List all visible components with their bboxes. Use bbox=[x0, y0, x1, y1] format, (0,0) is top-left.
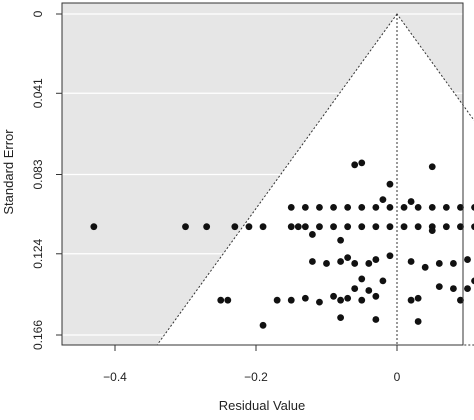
data-point bbox=[471, 277, 474, 285]
data-point bbox=[358, 275, 366, 283]
data-point bbox=[301, 294, 309, 302]
data-point bbox=[294, 223, 302, 231]
y-axis-label: Standard Error bbox=[1, 129, 16, 215]
data-point bbox=[358, 296, 366, 304]
y-tick-label: 0 bbox=[31, 10, 45, 17]
data-point bbox=[471, 204, 474, 211]
data-point bbox=[365, 287, 373, 294]
data-point bbox=[386, 203, 394, 211]
data-point bbox=[372, 316, 380, 323]
data-point bbox=[421, 263, 429, 271]
data-point bbox=[400, 203, 408, 211]
data-point bbox=[301, 223, 309, 231]
data-point bbox=[457, 203, 464, 211]
data-point bbox=[224, 296, 232, 304]
data-point bbox=[407, 296, 415, 304]
data-point bbox=[464, 285, 471, 292]
x-axis-label: Residual Value bbox=[219, 398, 305, 413]
data-point bbox=[259, 223, 267, 231]
data-point bbox=[442, 203, 450, 211]
data-point bbox=[217, 296, 225, 304]
data-point bbox=[330, 223, 337, 231]
data-point bbox=[400, 223, 408, 231]
data-point bbox=[372, 292, 380, 300]
data-point bbox=[330, 292, 337, 300]
data-point bbox=[457, 223, 464, 231]
data-point bbox=[337, 314, 344, 321]
data-point bbox=[414, 223, 422, 231]
x-tick-label: −0.4 bbox=[103, 370, 127, 384]
data-point bbox=[323, 260, 330, 267]
data-point bbox=[464, 256, 471, 263]
data-point bbox=[358, 203, 366, 211]
data-point bbox=[287, 296, 295, 304]
data-point bbox=[330, 203, 337, 211]
data-point bbox=[203, 223, 211, 231]
data-point bbox=[231, 223, 239, 231]
data-point bbox=[414, 203, 422, 211]
data-point bbox=[301, 203, 309, 211]
data-point bbox=[316, 223, 323, 231]
y-tick-label: 0.041 bbox=[31, 78, 45, 108]
x-tick-label: −0.2 bbox=[244, 370, 268, 384]
data-point bbox=[344, 294, 352, 302]
data-point bbox=[450, 285, 457, 292]
x-axis: −0.4−0.200.20.40.6 bbox=[103, 345, 401, 384]
data-point bbox=[273, 296, 281, 304]
data-point bbox=[372, 203, 380, 211]
data-point bbox=[337, 296, 344, 304]
data-point bbox=[351, 285, 359, 292]
data-point bbox=[316, 298, 323, 306]
data-point bbox=[351, 260, 359, 267]
data-point bbox=[372, 223, 380, 231]
data-point bbox=[428, 227, 436, 234]
data-point bbox=[337, 236, 344, 244]
data-points bbox=[90, 159, 474, 329]
y-axis: 0 0.041 0.083 0.124 0.166 bbox=[31, 10, 62, 350]
data-point bbox=[90, 223, 98, 231]
data-point bbox=[309, 258, 316, 265]
data-point bbox=[450, 260, 457, 267]
data-point bbox=[358, 223, 366, 231]
data-point bbox=[414, 318, 422, 325]
data-point bbox=[457, 296, 464, 304]
data-point bbox=[365, 260, 373, 267]
data-point bbox=[259, 321, 267, 329]
data-point bbox=[442, 223, 450, 231]
data-point bbox=[182, 223, 189, 231]
data-point bbox=[358, 159, 366, 167]
data-point bbox=[287, 203, 295, 211]
data-point bbox=[372, 256, 380, 263]
y-tick-label: 0.124 bbox=[31, 238, 45, 268]
y-tick-label: 0.166 bbox=[31, 320, 45, 350]
data-point bbox=[414, 294, 422, 302]
data-point bbox=[287, 223, 295, 231]
data-point bbox=[316, 203, 323, 211]
data-point bbox=[344, 254, 352, 262]
data-point bbox=[344, 203, 352, 211]
x-tick-label: 0 bbox=[394, 370, 401, 384]
data-point bbox=[428, 203, 436, 211]
data-point bbox=[471, 223, 474, 231]
data-point bbox=[379, 277, 387, 285]
data-point bbox=[407, 198, 415, 205]
data-point bbox=[337, 258, 344, 265]
data-point bbox=[245, 223, 253, 231]
data-point bbox=[435, 260, 443, 267]
data-point bbox=[407, 258, 415, 265]
data-point bbox=[379, 196, 387, 204]
data-point bbox=[309, 231, 316, 238]
data-point bbox=[428, 163, 436, 171]
data-point bbox=[386, 223, 394, 231]
data-point bbox=[351, 161, 359, 169]
data-point bbox=[344, 223, 352, 231]
y-tick-label: 0.083 bbox=[31, 159, 45, 189]
data-point bbox=[386, 252, 394, 260]
data-point bbox=[386, 180, 394, 188]
data-point bbox=[435, 283, 443, 291]
